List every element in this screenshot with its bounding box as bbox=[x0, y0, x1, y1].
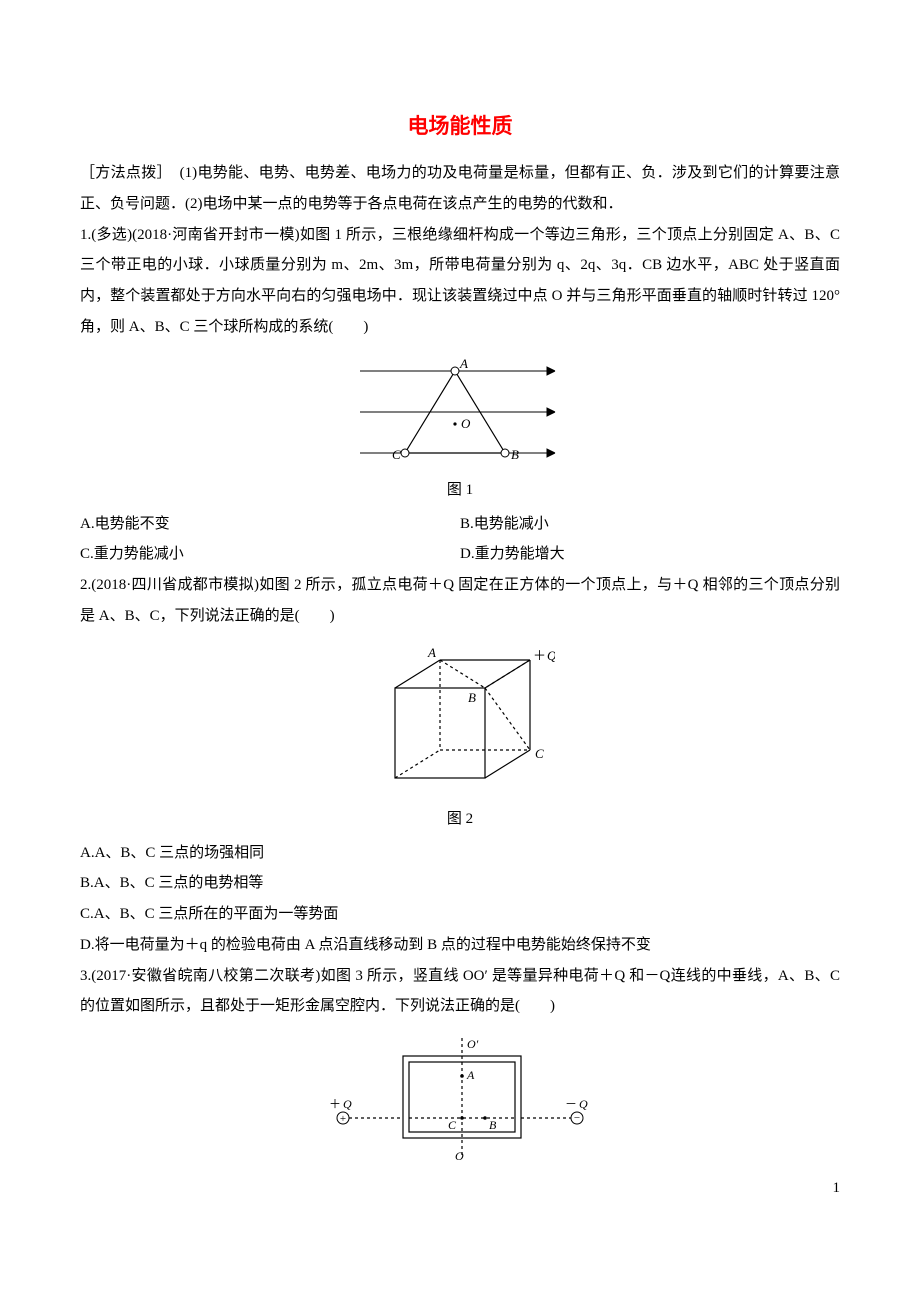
q1-choice-c: C.重力势能减小 bbox=[80, 539, 460, 570]
svg-text:O: O bbox=[461, 416, 471, 431]
q2-choice-d: D.将一电荷量为＋q 的检验电荷由 A 点沿直线移动到 B 点的过程中电势能始终… bbox=[80, 930, 840, 961]
q3-figure: A C B O′ O + ＋ Q − － Q bbox=[80, 1036, 840, 1171]
svg-text:−: − bbox=[574, 1112, 580, 1124]
q1-choice-d: D.重力势能增大 bbox=[460, 539, 840, 570]
svg-text:C: C bbox=[535, 746, 544, 761]
q2-choice-b: B.A、B、C 三点的电势相等 bbox=[80, 868, 840, 899]
page: 电场能性质 ［方法点拨］ (1)电势能、电势、电势差、电场力的功及电荷量是标量，… bbox=[0, 0, 920, 1217]
method-tip: ［方法点拨］ (1)电势能、电势、电势差、电场力的功及电荷量是标量，但都有正、负… bbox=[80, 158, 840, 220]
cavity-diagram: A C B O′ O + ＋ Q − － Q bbox=[315, 1036, 605, 1166]
svg-text:Q: Q bbox=[579, 1097, 588, 1111]
svg-text:C: C bbox=[392, 447, 401, 462]
svg-text:Q: Q bbox=[343, 1097, 352, 1111]
q2-choice-c: C.A、B、C 三点所在的平面为一等势面 bbox=[80, 899, 840, 930]
q2-fig-caption: 图 2 bbox=[80, 807, 840, 828]
svg-text:B: B bbox=[489, 1118, 497, 1132]
cube-diagram: A ＋ Q B C bbox=[365, 646, 555, 796]
q3-stem: 3.(2017·安徽省皖南八校第二次联考)如图 3 所示，竖直线 OO′ 是等量… bbox=[80, 961, 840, 1023]
q1-choices: A.电势能不变 B.电势能减小 C.重力势能减小 D.重力势能增大 bbox=[80, 509, 840, 571]
q1-choice-a: A.电势能不变 bbox=[80, 509, 460, 540]
svg-text:A: A bbox=[427, 646, 436, 660]
svg-text:C: C bbox=[448, 1118, 457, 1132]
q1-fig-caption: 图 1 bbox=[80, 478, 840, 499]
svg-text:A: A bbox=[459, 357, 468, 371]
q1-stem: 1.(多选)(2018·河南省开封市一模)如图 1 所示，三根绝缘细杆构成一个等… bbox=[80, 220, 840, 343]
svg-text:Q: Q bbox=[547, 648, 555, 663]
svg-text:＋: ＋ bbox=[533, 648, 546, 663]
svg-text:O: O bbox=[455, 1149, 464, 1163]
page-number: 1 bbox=[833, 1180, 841, 1197]
svg-text:A: A bbox=[466, 1068, 475, 1082]
svg-text:+: + bbox=[340, 1113, 346, 1125]
q2-stem: 2.(2018·四川省成都市模拟)如图 2 所示，孤立点电荷＋Q 固定在正方体的… bbox=[80, 570, 840, 632]
q1-choice-b: B.电势能减小 bbox=[460, 509, 840, 540]
q2-choice-a: A.A、B、C 三点的场强相同 bbox=[80, 838, 840, 869]
triangle-field-diagram: O A B C bbox=[355, 357, 565, 467]
q2-figure: A ＋ Q B C bbox=[80, 646, 840, 801]
q1-figure: O A B C bbox=[80, 357, 840, 472]
svg-text:－: － bbox=[565, 1097, 577, 1111]
page-title: 电场能性质 bbox=[80, 110, 840, 140]
svg-text:B: B bbox=[511, 447, 519, 462]
svg-text:O′: O′ bbox=[467, 1037, 479, 1051]
svg-text:B: B bbox=[468, 690, 476, 705]
svg-text:＋: ＋ bbox=[329, 1097, 341, 1111]
